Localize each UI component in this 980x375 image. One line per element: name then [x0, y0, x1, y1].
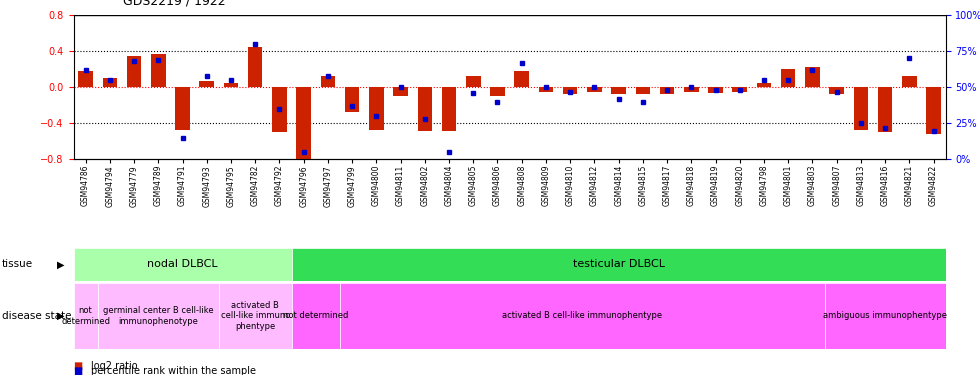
Bar: [514, 71, 529, 87]
Bar: [175, 87, 190, 130]
Text: testicular DLBCL: testicular DLBCL: [572, 260, 664, 269]
Bar: [98, 283, 219, 349]
Bar: [442, 87, 457, 130]
Bar: [223, 82, 238, 87]
Bar: [466, 76, 480, 87]
Text: nodal DLBCL: nodal DLBCL: [147, 260, 218, 269]
Bar: [393, 87, 408, 96]
Bar: [320, 76, 335, 87]
Bar: [878, 87, 893, 132]
Bar: [345, 87, 360, 111]
Bar: [417, 87, 432, 130]
Bar: [709, 87, 723, 93]
Bar: [902, 76, 916, 87]
Bar: [292, 283, 340, 349]
Bar: [660, 87, 674, 93]
Bar: [587, 87, 602, 92]
Text: log2 ratio: log2 ratio: [91, 361, 138, 370]
Bar: [806, 68, 819, 87]
Text: ▶: ▶: [57, 311, 65, 321]
Bar: [563, 87, 577, 93]
Bar: [248, 48, 263, 87]
Bar: [103, 78, 117, 87]
Text: ambiguous immunophentype: ambiguous immunophentype: [823, 311, 947, 320]
Bar: [272, 87, 287, 132]
Bar: [151, 54, 166, 87]
Text: percentile rank within the sample: percentile rank within the sample: [91, 366, 256, 375]
Bar: [539, 87, 553, 92]
Text: disease state: disease state: [2, 311, 72, 321]
Text: tissue: tissue: [2, 260, 33, 269]
Bar: [612, 87, 626, 94]
Bar: [296, 87, 311, 161]
Bar: [829, 87, 844, 93]
Text: activated B cell-like immunophentype: activated B cell-like immunophentype: [502, 311, 662, 320]
Text: ■: ■: [74, 366, 82, 375]
Bar: [292, 248, 946, 281]
Text: not determined: not determined: [283, 311, 349, 320]
Bar: [369, 87, 383, 130]
Bar: [200, 81, 214, 87]
Bar: [74, 283, 98, 349]
Bar: [757, 82, 771, 87]
Bar: [78, 71, 93, 87]
Bar: [74, 248, 292, 281]
Bar: [684, 87, 699, 92]
Bar: [824, 283, 946, 349]
Text: not
determined: not determined: [61, 306, 110, 326]
Bar: [340, 283, 824, 349]
Text: activated B
cell-like immuno
phentype: activated B cell-like immuno phentype: [220, 301, 290, 331]
Text: germinal center B cell-like
immunophenotype: germinal center B cell-like immunophenot…: [103, 306, 214, 326]
Bar: [219, 283, 292, 349]
Bar: [732, 87, 747, 92]
Bar: [854, 87, 868, 130]
Text: ■: ■: [74, 361, 82, 370]
Bar: [781, 69, 796, 87]
Text: GDS2219 / 1922: GDS2219 / 1922: [122, 0, 225, 8]
Bar: [636, 87, 650, 94]
Bar: [490, 87, 505, 96]
Text: ▶: ▶: [57, 260, 65, 269]
Bar: [926, 87, 941, 134]
Bar: [126, 56, 141, 87]
